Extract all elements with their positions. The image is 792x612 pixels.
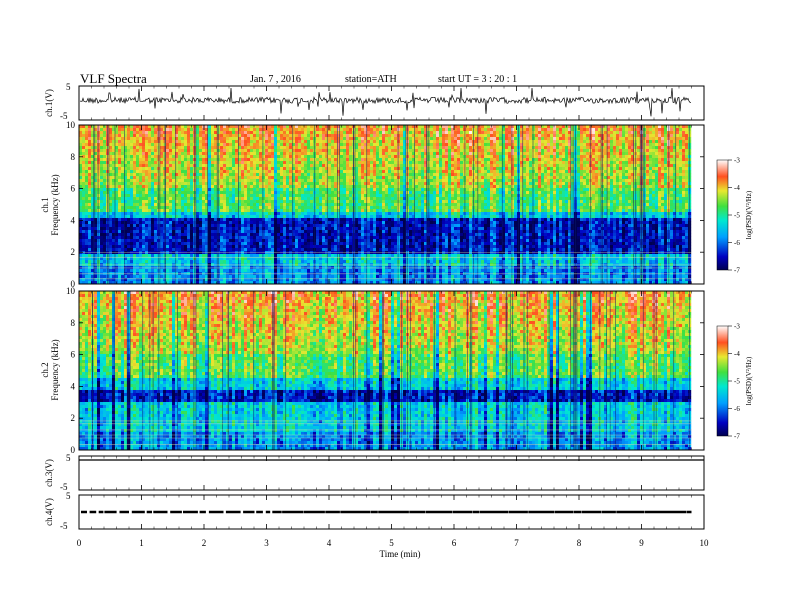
colorbar-tick-label: -3 <box>734 157 740 165</box>
time-tick-label: 5 <box>389 538 394 548</box>
ch1-waveform-panel: 5 -5 ch.1(V) <box>44 82 704 121</box>
ch1-colorbar-ticks: -3 -4 -5 -6 -7 <box>728 157 740 275</box>
time-tick-label: 1 <box>139 538 144 548</box>
ch2-colorbar-label: log(PSD)(V²/Hz) <box>745 356 753 405</box>
colorbar-tick-label: -4 <box>734 350 740 358</box>
colorbar-tick-label: -6 <box>734 405 740 413</box>
colorbar-tick-label: -5 <box>734 378 740 386</box>
ch1-colorbar-label: log(PSD)(V²/Hz) <box>745 190 753 239</box>
time-tick-label: 9 <box>639 538 644 548</box>
ch1-colorbar <box>717 160 728 270</box>
ch3-waveform-ylabel: ch.3(V) <box>44 459 54 487</box>
freq-tick-label: 6 <box>71 184 76 194</box>
station-label: station=ATH <box>345 74 397 85</box>
freq-tick-label: 2 <box>71 247 76 257</box>
time-tick-label: 8 <box>577 538 582 548</box>
colorbar-tick-label: -5 <box>734 212 740 220</box>
freq-tick-label: 4 <box>71 381 76 391</box>
ch1-spectrogram-image <box>79 125 692 284</box>
time-tick-label: 3 <box>264 538 269 548</box>
ch1-waveform-ylabel: ch.1(V) <box>44 89 54 117</box>
freq-tick-label: 8 <box>71 318 76 328</box>
ch4-waveform-panel: 5 -5 ch.4(V) <box>44 491 704 531</box>
freq-tick-label: 10 <box>66 120 76 130</box>
ch2-spectrogram-image <box>79 291 692 450</box>
ch1-spectrogram-ylabel-line2: Frequency (kHz) <box>50 174 60 235</box>
time-tick-label: 0 <box>77 538 82 548</box>
ch2-colorbar <box>717 326 728 436</box>
freq-tick-label: 6 <box>71 350 76 360</box>
freq-tick-label: 4 <box>71 215 76 225</box>
freq-tick-label: 8 <box>71 152 76 162</box>
time-tick-label: 7 <box>514 538 519 548</box>
colorbar-tick-label: -7 <box>734 433 740 441</box>
ch3-waveform-frame <box>79 456 704 490</box>
ch1-spectrogram-ylabel-line1: ch.1 <box>40 197 50 212</box>
ch1-waveform-frame <box>79 86 704 120</box>
ch1-ytick-top: 5 <box>66 82 71 92</box>
figure-title: VLF Spectra <box>80 71 147 86</box>
colorbar-tick-label: -4 <box>734 184 740 192</box>
time-axis-tick-labels: 0 1 2 3 4 5 6 7 8 9 10 <box>77 538 709 548</box>
ch3-waveform-panel: 5 -5 ch.3(V) <box>44 453 704 492</box>
ch2-spectrogram-ylabel-line2: Frequency (kHz) <box>50 339 60 400</box>
time-axis-label: Time (min) <box>380 549 421 559</box>
freq-tick-label: 0 <box>71 445 76 455</box>
ch4-ytick-top: 5 <box>66 491 71 501</box>
colorbar-tick-label: -3 <box>734 323 740 331</box>
ch4-ytick-bottom: -5 <box>60 521 68 531</box>
ch2-colorbar-ticks: -3 -4 -5 -6 -7 <box>728 323 740 441</box>
colorbar-tick-label: -6 <box>734 239 740 247</box>
freq-tick-label: 2 <box>71 413 76 423</box>
ch3-ytick-top: 5 <box>66 453 71 463</box>
ch2-spectrogram-ylabel-line1: ch.2 <box>40 362 50 377</box>
date-label: Jan. 7 , 2016 <box>250 74 301 85</box>
time-tick-label: 10 <box>700 538 710 548</box>
ch4-waveform-ylabel: ch.4(V) <box>44 498 54 526</box>
time-tick-label: 2 <box>202 538 207 548</box>
colorbar-tick-label: -7 <box>734 267 740 275</box>
start-time-label: start UT = 3 : 20 : 1 <box>438 74 517 85</box>
figure: VLF Spectra Jan. 7 , 2016 station=ATH st… <box>0 0 792 612</box>
time-tick-label: 4 <box>327 538 332 548</box>
freq-tick-label: 10 <box>66 286 76 296</box>
time-tick-label: 6 <box>452 538 457 548</box>
